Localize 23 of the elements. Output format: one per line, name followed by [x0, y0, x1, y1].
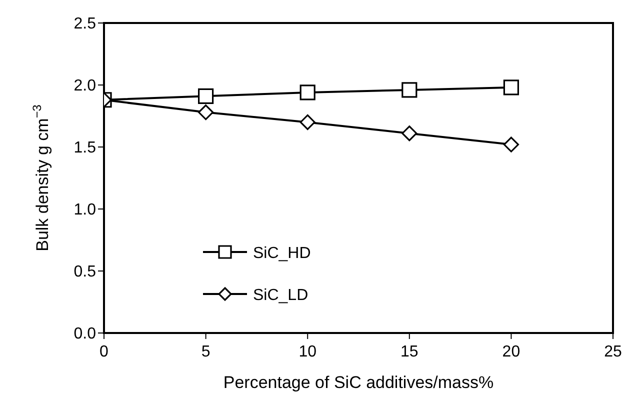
y-tick-label: 0.5 [74, 264, 96, 281]
y-tick-label: 0.0 [74, 326, 96, 343]
point [198, 88, 214, 104]
point [402, 82, 418, 98]
point [300, 84, 316, 100]
point [198, 104, 214, 120]
x-tick-label: 0 [100, 343, 109, 360]
x-tick-label: 15 [400, 343, 418, 360]
point [503, 136, 519, 152]
legend-label: SiC_LD [253, 287, 308, 304]
point [300, 114, 316, 130]
y-tick-label: 1.5 [74, 140, 96, 157]
x-tick-label: 25 [604, 343, 622, 360]
x-tick-label: 20 [502, 343, 520, 360]
point [402, 126, 418, 142]
legend-label: SiC_HD [253, 245, 311, 262]
x-tick-label: 10 [298, 343, 317, 360]
y-tick-label: 2.0 [74, 78, 96, 95]
y-tick-label: 2.5 [74, 16, 96, 33]
x-axis-title: Percentage of SiC additives/mass% [223, 373, 494, 392]
point [503, 80, 519, 96]
y-tick-label: 1.0 [74, 202, 96, 219]
x-tick-label: 5 [201, 343, 210, 360]
